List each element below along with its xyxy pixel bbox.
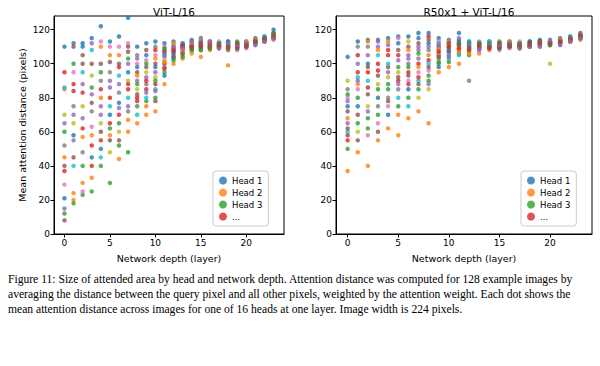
svg-text:20: 20 [241,238,253,248]
svg-text:10: 10 [443,238,455,248]
svg-text:15: 15 [494,238,505,248]
svg-text:20: 20 [39,195,51,205]
svg-text:Network depth (layer): Network depth (layer) [117,253,222,264]
svg-text:40: 40 [39,161,51,171]
svg-text:60: 60 [321,127,333,137]
svg-text:80: 80 [321,93,333,103]
svg-text:0: 0 [326,229,332,239]
svg-text:100: 100 [315,59,332,69]
svg-text:5: 5 [395,238,401,248]
svg-text:Head 1: Head 1 [232,176,262,186]
svg-text:15: 15 [195,238,206,248]
svg-text:5: 5 [107,238,113,248]
svg-text:Mean attention distance (pixel: Mean attention distance (pixels) [17,48,28,201]
svg-text:20: 20 [321,195,333,205]
svg-text:Network depth (layer): Network depth (layer) [412,253,517,264]
svg-text:0: 0 [62,238,68,248]
svg-text:...: ... [232,212,240,222]
svg-text:10: 10 [150,238,162,248]
svg-text:Head 2: Head 2 [232,188,262,198]
html-text:Figure 11: Size of attended ar: Figure 11: Size of attended area by head… [8,273,573,317]
svg-text:0: 0 [44,229,50,239]
svg-text:R50x1 + ViT-L/16: R50x1 + ViT-L/16 [424,6,515,18]
svg-text:20: 20 [544,238,556,248]
svg-text:100: 100 [33,59,50,69]
svg-text:120: 120 [33,25,50,35]
svg-text:Head 3: Head 3 [540,200,570,210]
svg-text:40: 40 [321,161,333,171]
svg-text:Head 3: Head 3 [232,200,262,210]
svg-text:Head 2: Head 2 [540,188,570,198]
svg-text:60: 60 [39,127,51,137]
svg-text:80: 80 [39,93,51,103]
svg-text:ViT-L/16: ViT-L/16 [153,6,195,18]
svg-text:...: ... [540,212,548,222]
svg-text:120: 120 [315,25,332,35]
svg-text:0: 0 [345,238,351,248]
svg-text:Head 1: Head 1 [540,176,570,186]
